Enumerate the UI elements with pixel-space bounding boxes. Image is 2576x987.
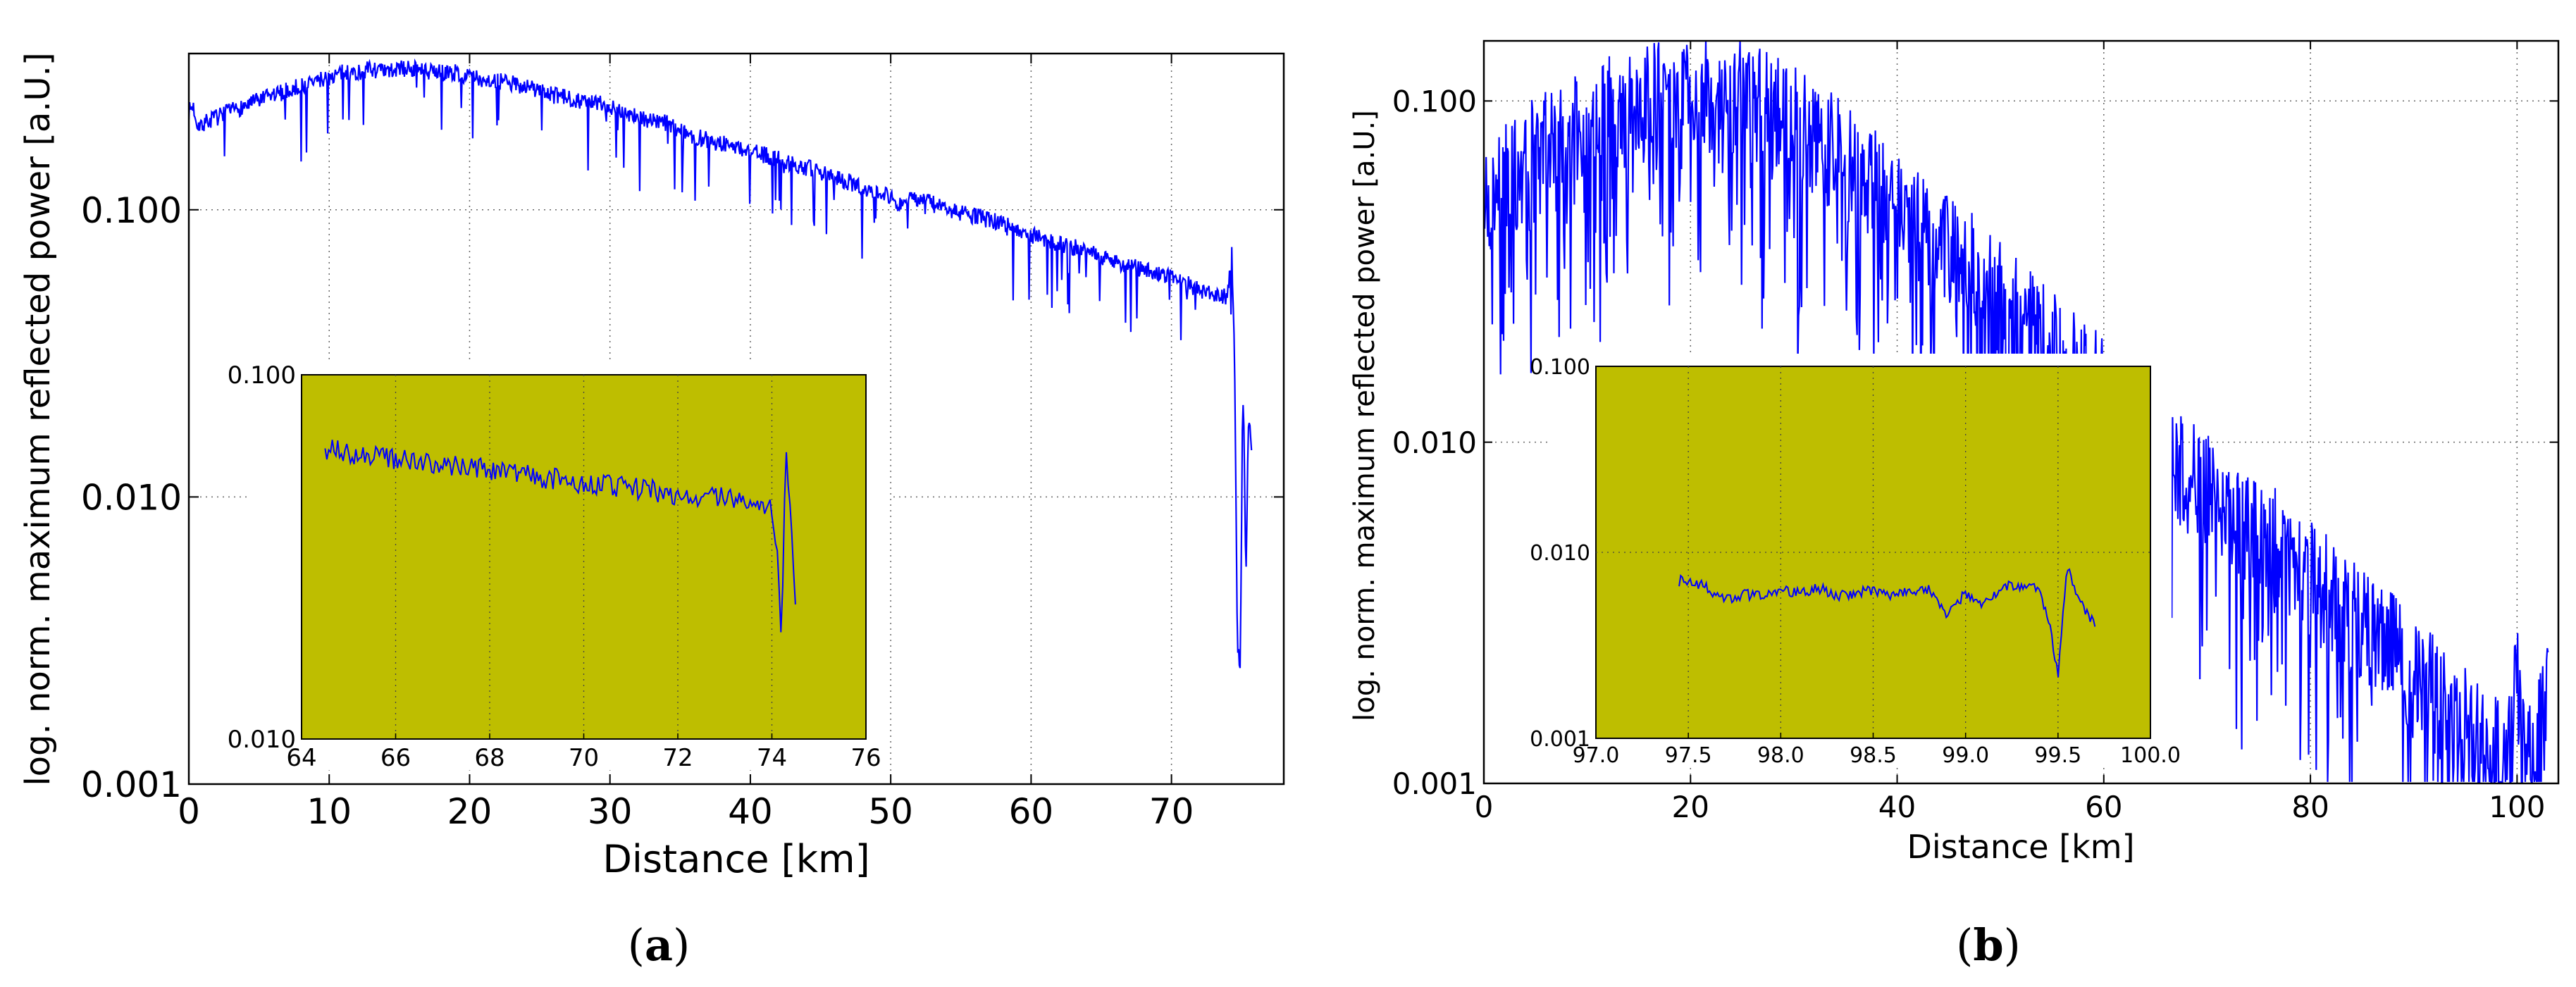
y-tick-label: 0.001 [81, 764, 182, 805]
panel-a-frame [187, 52, 1285, 786]
panel-a-caption-letter: a [645, 919, 673, 971]
x-tick-label: 30 [588, 791, 633, 832]
y-tick-label: 0.010 [81, 477, 182, 518]
x-tick-label: 0 [1475, 790, 1494, 824]
x-tick-label: 40 [1878, 790, 1916, 824]
panel-a-ticks: 0 10 20 30 40 50 60 70 0.001 0.010 0.100 [81, 54, 1284, 832]
inset-x-tick-label: 64 [286, 744, 316, 772]
inset-x-tick-label: 98.0 [1757, 743, 1804, 768]
y-tick-label: 0.100 [81, 190, 182, 231]
svg-text:(a): (a) [628, 919, 691, 971]
x-tick-label: 100 [2489, 790, 2545, 824]
panel-a-inset: 64 66 68 70 72 74 76 0.010 0.100 [228, 360, 890, 772]
x-tick-label: 60 [1009, 791, 1054, 832]
inset-x-tick-label: 99.0 [1942, 743, 1989, 768]
inset-x-tick-label: 70 [569, 744, 599, 772]
panel-b-caption: (b) [1956, 919, 2021, 971]
y-tick-label: 0.001 [1392, 766, 1477, 801]
x-tick-label: 80 [2291, 790, 2329, 824]
panel-b-plot-area [1484, 41, 2549, 783]
panel-a-y-axis-label: log. norm. maximum reflected power [a.U.… [18, 52, 58, 786]
panel-b: 0 20 40 60 80 100 0.001 0.010 0.100 97.0 97.5 98.0… [1349, 39, 2560, 971]
inset-x-tick-label: 100.0 [2120, 743, 2181, 768]
panel-b-inset: 97.0 97.5 98.0 98.5 99.0 99.5 100.0 0.001 0.010 0… [1530, 354, 2181, 768]
inset-x-tick-label: 98.5 [1850, 743, 1897, 768]
inset-y-tick-label: 0.100 [1530, 355, 1590, 380]
x-tick-label: 0 [178, 791, 200, 832]
inset-plot-area [301, 374, 867, 740]
panel-b-frame [1482, 39, 2560, 785]
inset-x-tick-label: 97.0 [1573, 743, 1620, 768]
x-tick-label: 70 [1149, 791, 1194, 832]
inset-y-tick-label: 0.010 [228, 726, 296, 754]
inset-x-tick-label: 74 [757, 744, 787, 772]
panel-a-caption: (a) [628, 919, 691, 971]
inset-x-tick-label: 72 [662, 744, 693, 772]
panel-a-plot-area [189, 58, 1253, 669]
x-tick-label: 20 [447, 791, 493, 832]
x-tick-label: 20 [1672, 790, 1709, 824]
y-tick-label: 0.100 [1392, 84, 1477, 118]
panel-a-x-axis-label: Distance [km] [602, 837, 869, 881]
inset-x-tick-label: 76 [850, 744, 881, 772]
panel-b-ticks: 0 20 40 60 80 100 0.001 0.010 0.100 [1392, 41, 2558, 824]
svg-text:(b): (b) [1956, 919, 2021, 971]
y-tick-label: 0.010 [1392, 426, 1477, 460]
inset-x-tick-label: 68 [474, 744, 504, 772]
inset-series-line [324, 440, 796, 633]
panel-b-caption-letter: b [1973, 919, 2003, 971]
panel-b-y-axis-label: log. norm. maximum reflected power [a.U.… [1349, 110, 1381, 721]
inset-x-tick-label: 99.5 [2034, 743, 2081, 768]
panel-b-x-axis-label: Distance [km] [1907, 828, 2134, 866]
inset-series-line [1678, 568, 2096, 678]
inset-x-tick-label: 66 [380, 744, 411, 772]
inset-x-tick-label: 97.5 [1665, 743, 1712, 768]
x-tick-label: 60 [2085, 790, 2122, 824]
panel-a: 0 10 20 30 40 50 60 70 0.001 0.010 0.100 64 66 68 70 7… [18, 52, 1285, 971]
series-line-trace [1484, 41, 2549, 783]
inset-y-tick-label: 0.010 [1530, 541, 1590, 566]
x-tick-label: 50 [868, 791, 913, 832]
inset-y-tick-label: 0.100 [228, 361, 296, 390]
series-line-trace [189, 58, 1253, 669]
inset-y-tick-label: 0.001 [1530, 727, 1590, 752]
x-tick-label: 40 [728, 791, 773, 832]
x-tick-label: 10 [306, 791, 352, 832]
